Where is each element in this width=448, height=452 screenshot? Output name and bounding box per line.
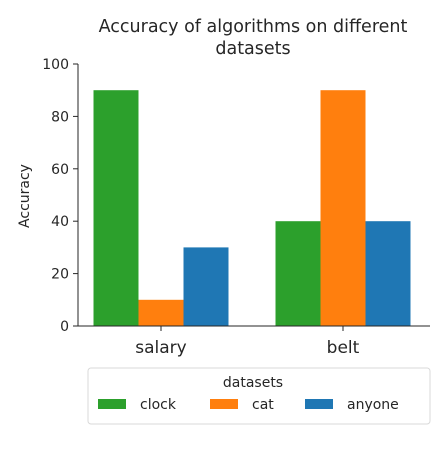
y-tick-label: 20 xyxy=(51,267,69,283)
legend-label-anyone: anyone xyxy=(347,397,399,413)
x-tick-label-salary: salary xyxy=(135,338,186,358)
legend-box xyxy=(87,367,431,425)
x-axis-ticks: salary belt xyxy=(135,326,360,358)
bar-anyone-salary xyxy=(183,247,229,326)
chart-title-line-1: Accuracy of algorithms on different xyxy=(99,17,408,37)
bar-clock-salary xyxy=(93,90,139,326)
y-tick-label: 80 xyxy=(51,109,69,125)
bar-anyone-belt xyxy=(365,221,411,326)
bars-group xyxy=(93,90,411,326)
y-axis-ticks: 0 20 40 60 80 100 xyxy=(42,57,78,335)
legend-swatch-anyone xyxy=(305,399,333,409)
legend: datasets clock cat anyone xyxy=(87,367,431,425)
bar-cat-salary xyxy=(138,299,184,326)
chart-title: Accuracy of algorithms on different data… xyxy=(99,17,408,59)
legend-label-cat: cat xyxy=(252,397,274,413)
y-tick-label: 60 xyxy=(51,162,69,178)
y-tick-label: 40 xyxy=(51,214,69,230)
legend-title: datasets xyxy=(223,375,283,391)
y-axis-label: Accuracy xyxy=(17,164,33,228)
bar-cat-belt xyxy=(320,90,366,326)
x-tick-label-belt: belt xyxy=(327,338,360,358)
bar-clock-belt xyxy=(275,221,321,326)
y-tick-label: 0 xyxy=(60,319,69,335)
legend-items: clock cat anyone xyxy=(98,397,399,413)
y-tick-label: 100 xyxy=(42,57,69,73)
legend-label-clock: clock xyxy=(140,397,177,413)
legend-swatch-cat xyxy=(210,399,238,409)
chart-title-line-2: datasets xyxy=(215,39,290,59)
legend-swatch-clock xyxy=(98,399,126,409)
